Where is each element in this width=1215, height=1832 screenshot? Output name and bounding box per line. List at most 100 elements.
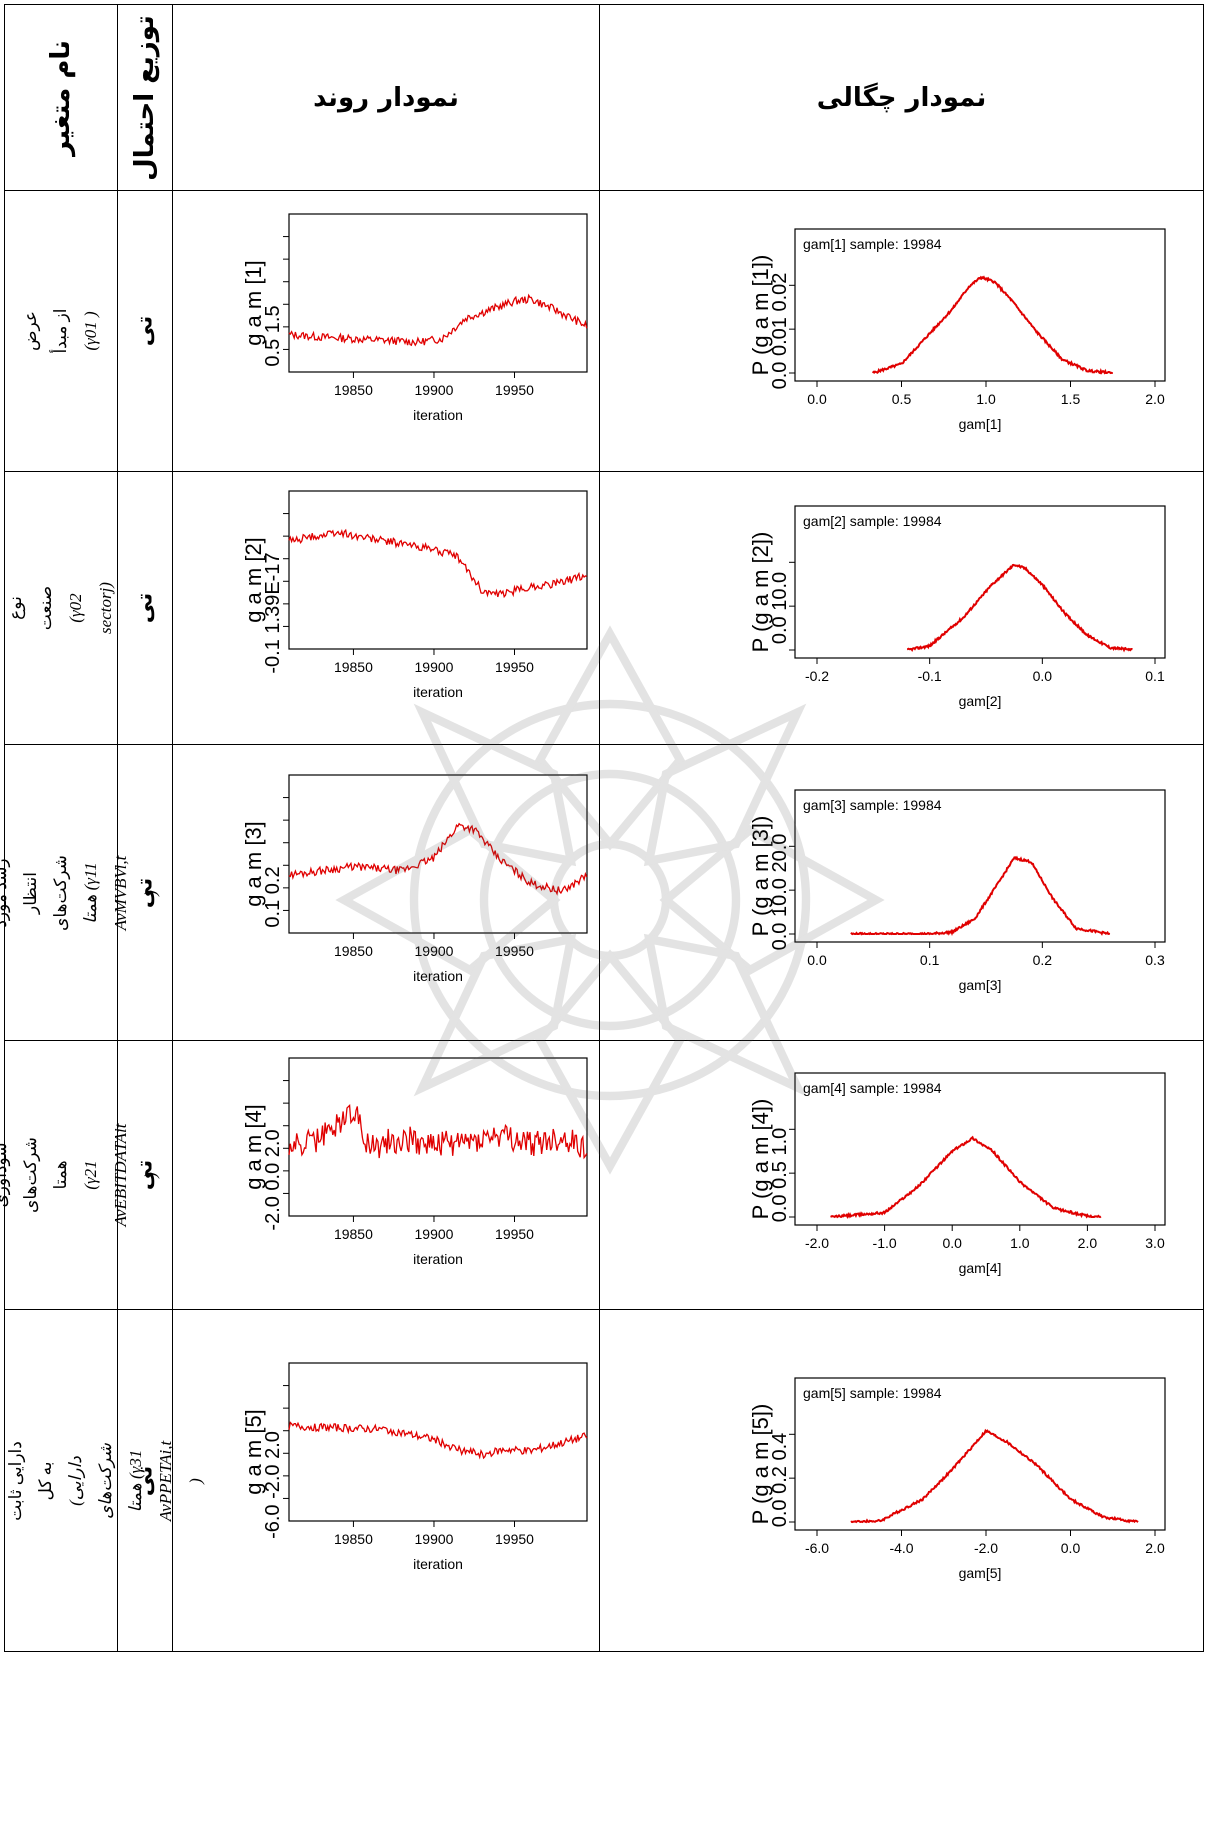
trace-x-axis-label: iteration	[413, 684, 463, 700]
header-distribution-cell: توزیع احتمال	[117, 4, 173, 191]
distribution-label: تی	[132, 1159, 158, 1191]
density-y-axis-label: P (g a m [3])	[748, 816, 773, 937]
density-y-tick-labels: 0.0 0.2 0.4	[769, 1433, 791, 1528]
density-x-axis-label: gam[5]	[959, 1565, 1002, 1581]
density-curve	[907, 563, 1133, 653]
distribution-label: تی	[132, 315, 158, 347]
density-x-tick-label: 1.0	[976, 391, 996, 407]
trace-cell: 19850 19900 19950 iteration g a m [4] -2.0 0.…	[172, 1040, 600, 1310]
density-y-axis-label: P (g a m [1])	[748, 255, 773, 376]
trace-x-tick-label: 19850	[334, 382, 373, 398]
trace-plot-2: 19850 19900 19950 iteration g a m [2]-0.1 1.…	[241, 490, 588, 700]
density-x-axis-label: gam[2]	[959, 693, 1002, 709]
density-cell: gam[3] sample: 19984 0.0 0.1 0.2 0.3 gam[3] P …	[599, 744, 1204, 1041]
density-legend: gam[1] sample: 19984	[803, 236, 942, 252]
trace-y-axis-label: g a m [1]	[241, 260, 266, 346]
variable-cell: نوع صنعت (γ02 sectorj)	[4, 471, 118, 745]
density-x-tick-label: 0.2	[1033, 952, 1053, 968]
density-curve	[850, 1428, 1139, 1524]
distribution-cell: تی	[117, 471, 173, 745]
trace-y-tick-labels: 0.5 1.5	[262, 305, 284, 366]
trace-plot-5: 19850 19900 19950 iteration g a m [5]-6.0 -2…	[241, 1362, 588, 1572]
density-x-tick-label: -4.0	[889, 1540, 913, 1556]
trace-x-tick-label: 19900	[415, 1226, 454, 1242]
trace-plot-3: 19850 19900 19950 iteration g a m [3]0.1 0.2	[241, 774, 588, 984]
trace-x-axis-label: iteration	[413, 1556, 463, 1572]
distribution-cell: تی	[117, 1309, 173, 1652]
trace-y-axis-label: g a m [3]	[241, 821, 266, 907]
trace-series-line	[288, 1103, 588, 1160]
variable-name: ساختار دارایی (نسبت دارایی ثابت به کل	[6, 1440, 55, 1521]
variable-cell: ساختار دارایی (نسبت دارایی ثابت به کلدار…	[4, 1309, 205, 1652]
trace-series-line	[288, 822, 588, 896]
table-row: متوسط سودآوری شرکت‌های همتا(γ21 AvEBITDA…	[0, 1040, 1204, 1310]
density-cell: gam[4] sample: 19984 -2.0 -1.0 0.0 1.0 2.0 3.0…	[599, 1040, 1204, 1310]
trace-x-tick-label: 19900	[415, 943, 454, 959]
density-x-axis-label: gam[3]	[959, 977, 1002, 993]
trace-frame	[288, 490, 588, 650]
trace-y-axis-label: g a m [4]	[241, 1104, 266, 1190]
density-x-tick-label: 1.5	[1061, 391, 1081, 407]
distribution-label: تی	[132, 1465, 158, 1496]
trace-x-tick-label: 19900	[415, 382, 454, 398]
trace-x-tick-label: 19850	[334, 1226, 373, 1242]
density-x-tick-label: -1.0	[873, 1235, 897, 1251]
trace-plot-4: 19850 19900 19950 iteration g a m [4]-2.0 0.…	[241, 1057, 588, 1267]
table-row: عرض از مبدأ (γ01 ) تی 19850 19900 19950 iter…	[4, 190, 1204, 472]
trace-y-axis-label: g a m [5]	[241, 1409, 266, 1495]
variable-name: عرض از مبدأ	[21, 308, 70, 354]
density-y-tick-labels: 0.0 10.0	[769, 572, 791, 644]
trace-frame	[288, 1362, 588, 1522]
trace-x-tick-label: 19950	[495, 1226, 534, 1242]
trace-x-tick-label: 19950	[495, 382, 534, 398]
density-x-tick-label: 2.0	[1145, 391, 1165, 407]
density-frame	[794, 1377, 1166, 1531]
trace-cell: 19850 19900 19950 iteration g a m [2] -0.1 1.…	[172, 471, 600, 745]
density-cell: gam[1] sample: 19984 0.0 0.5 1.0 1.5 2.0 gam[1…	[599, 190, 1204, 472]
trace-series-line	[288, 1421, 588, 1460]
trace-x-tick-label: 19850	[334, 659, 373, 675]
density-frame	[794, 505, 1166, 659]
density-x-tick-label: 0.0	[807, 952, 827, 968]
density-x-tick-label: 3.0	[1145, 1235, 1165, 1251]
density-x-tick-label: 0.5	[892, 391, 912, 407]
density-plot-5: gam[5] sample: 19984 -6.0 -4.0 -2.0 0.0 2.0 ga…	[748, 1377, 1166, 1581]
density-x-tick-label: 0.3	[1145, 952, 1165, 968]
density-legend: gam[5] sample: 19984	[803, 1385, 942, 1401]
distribution-cell: تی	[117, 744, 173, 1041]
distribution-cell: تی	[117, 1040, 173, 1310]
density-x-tick-label: 0.1	[1145, 668, 1165, 684]
trace-frame	[288, 213, 588, 373]
variable-symbol: (γ02 sectorj)	[66, 582, 115, 634]
variable-cell: عرض از مبدأ (γ01 )	[4, 190, 118, 472]
header-variable-cell: نام متغیر	[4, 4, 118, 191]
density-cell: gam[2] sample: 19984 -0.2 -0.1 0.0 0.1 gam[2]…	[599, 471, 1204, 745]
trace-x-tick-label: 19850	[334, 943, 373, 959]
density-x-tick-label: 0.1	[920, 952, 940, 968]
density-plot-3: gam[3] sample: 19984 0.0 0.1 0.2 0.3 gam[3] P …	[748, 789, 1166, 993]
trace-y-tick-labels: 0.1 0.2	[262, 866, 284, 927]
density-x-axis-label: gam[1]	[959, 416, 1002, 432]
density-curve	[871, 275, 1113, 375]
trace-cell: 19850 19900 19950 iteration g a m [5] -6.0 -2…	[172, 1309, 600, 1652]
density-x-tick-label: -6.0	[805, 1540, 829, 1556]
density-y-axis-label: P (g a m [2])	[748, 532, 773, 653]
density-x-tick-label: -0.2	[805, 668, 829, 684]
density-x-tick-label: -0.1	[918, 668, 942, 684]
density-x-tick-label: 2.0	[1078, 1235, 1098, 1251]
variable-symbol: (γ01 )	[81, 311, 100, 351]
density-curve	[830, 1135, 1102, 1220]
density-x-tick-label: 1.0	[1010, 1235, 1030, 1251]
density-x-axis-label: gam[4]	[959, 1260, 1002, 1276]
density-y-tick-labels: 0.0 10.0 20.0	[769, 834, 791, 951]
variable-name: متوسط رشد مورد انتظار شرکت‌های	[0, 854, 70, 931]
trace-y-tick-labels: -0.1 1.39E-17	[262, 552, 284, 673]
header-row: نام متغیر توزیع احتمال نمودار روند نمودا…	[4, 4, 1204, 191]
density-y-tick-labels: 0.0 0.01 0.02	[769, 273, 791, 390]
density-x-tick-label: 0.0	[807, 391, 827, 407]
density-y-axis-label: P (g a m [4])	[748, 1099, 773, 1220]
density-y-tick-labels: 0.0 0.5 1.0	[769, 1128, 791, 1223]
density-x-tick-label: -2.0	[974, 1540, 998, 1556]
